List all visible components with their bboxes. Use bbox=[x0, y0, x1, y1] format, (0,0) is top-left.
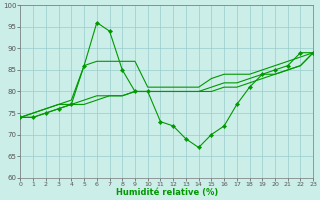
X-axis label: Humidité relative (%): Humidité relative (%) bbox=[116, 188, 218, 197]
